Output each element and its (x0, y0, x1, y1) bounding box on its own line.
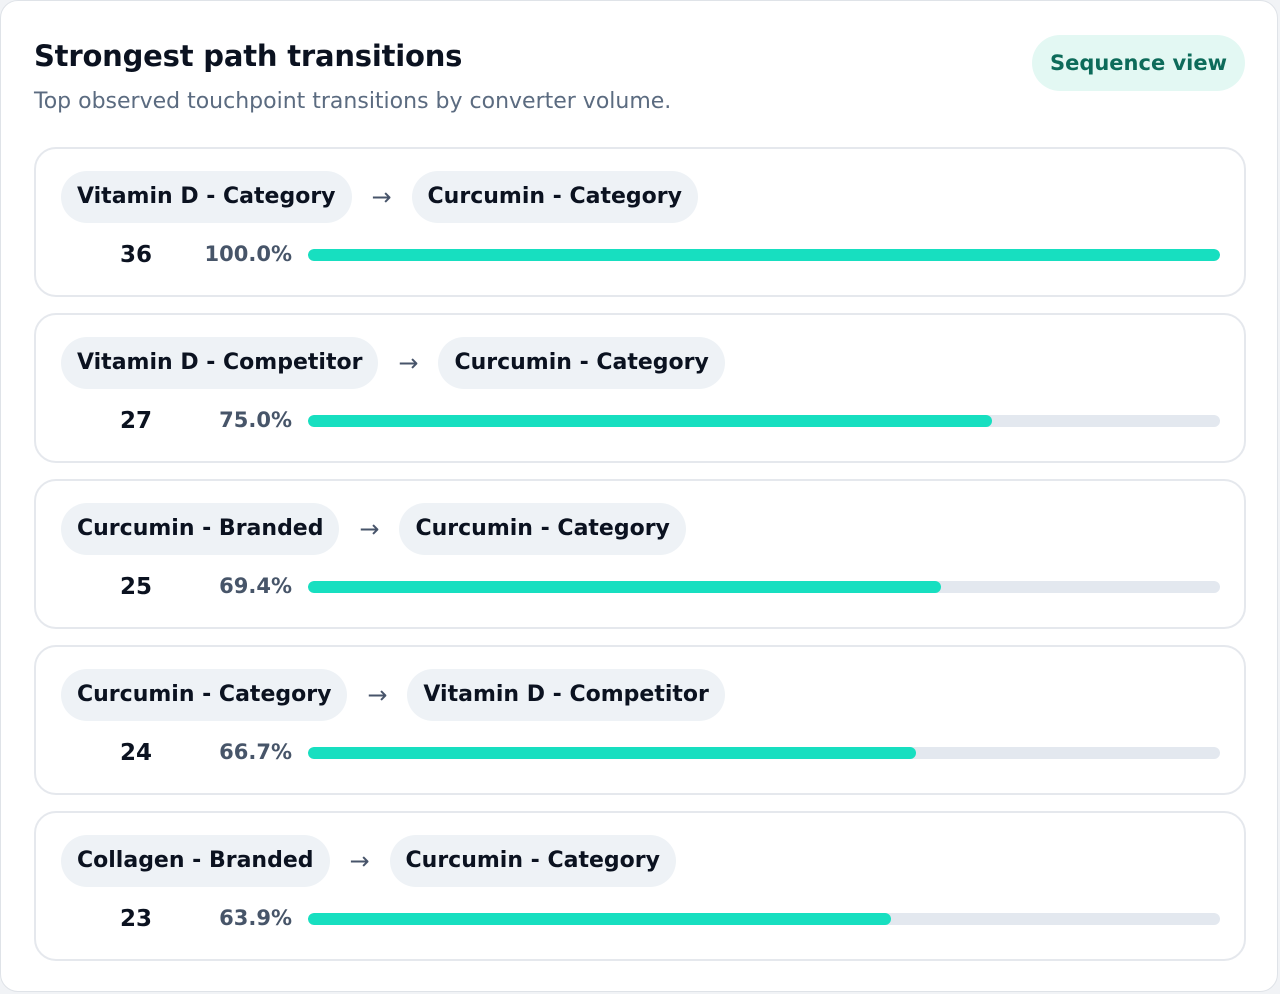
to-touchpoint-chip: Curcumin - Category (399, 503, 686, 555)
transition-path: Vitamin D - Category → Curcumin - Catego… (61, 171, 698, 223)
converter-count: 24 (119, 740, 152, 766)
converter-count: 27 (119, 408, 152, 434)
percent-label: 75.0% (219, 408, 292, 432)
progress-fill (308, 249, 1220, 261)
transition-path: Curcumin - Branded → Curcumin - Category (61, 503, 686, 555)
from-touchpoint-chip: Curcumin - Category (61, 669, 348, 721)
progress-fill (308, 581, 941, 593)
progress-fill (308, 913, 891, 925)
progress-track (308, 913, 1220, 925)
to-touchpoint-chip: Curcumin - Category (411, 171, 698, 223)
progress-track (308, 249, 1220, 261)
progress-fill (308, 415, 992, 427)
transition-path: Vitamin D - Competitor → Curcumin - Cate… (61, 337, 725, 389)
progress-fill (308, 747, 917, 759)
transition-row: Collagen - Branded → Curcumin - Category… (34, 811, 1246, 961)
converter-count: 23 (119, 906, 152, 932)
from-touchpoint-chip: Collagen - Branded (61, 835, 330, 887)
transition-row: Vitamin D - Competitor → Curcumin - Cate… (34, 313, 1246, 463)
transition-path: Collagen - Branded → Curcumin - Category (61, 835, 676, 887)
progress-track (308, 415, 1220, 427)
progress-track (308, 581, 1220, 593)
progress-track (308, 747, 1220, 759)
arrow-right-icon: → (367, 681, 388, 709)
from-touchpoint-chip: Vitamin D - Category (61, 171, 352, 223)
percent-label: 66.7% (219, 740, 292, 764)
percent-label: 69.4% (219, 574, 292, 598)
percent-label: 100.0% (204, 242, 292, 266)
card-title: Strongest path transitions (34, 39, 463, 73)
card-subtitle: Top observed touchpoint transitions by c… (34, 89, 672, 114)
arrow-right-icon: → (398, 349, 419, 377)
transition-row: Curcumin - Branded → Curcumin - Category… (34, 479, 1246, 629)
from-touchpoint-chip: Vitamin D - Competitor (61, 337, 379, 389)
transition-path: Curcumin - Category → Vitamin D - Compet… (61, 669, 725, 721)
to-touchpoint-chip: Curcumin - Category (389, 835, 676, 887)
to-touchpoint-chip: Curcumin - Category (438, 337, 725, 389)
converter-count: 36 (119, 242, 152, 268)
arrow-right-icon: → (359, 515, 380, 543)
sequence-view-button[interactable]: Sequence view (1032, 35, 1245, 91)
transition-row: Vitamin D - Category → Curcumin - Catego… (34, 147, 1246, 297)
transition-row: Curcumin - Category → Vitamin D - Compet… (34, 645, 1246, 795)
arrow-right-icon: → (349, 847, 370, 875)
to-touchpoint-chip: Vitamin D - Competitor (407, 669, 725, 721)
arrow-right-icon: → (371, 183, 392, 211)
percent-label: 63.9% (219, 906, 292, 930)
converter-count: 25 (119, 574, 152, 600)
transition-list: Vitamin D - Category → Curcumin - Catego… (34, 147, 1246, 977)
from-touchpoint-chip: Curcumin - Branded (61, 503, 340, 555)
